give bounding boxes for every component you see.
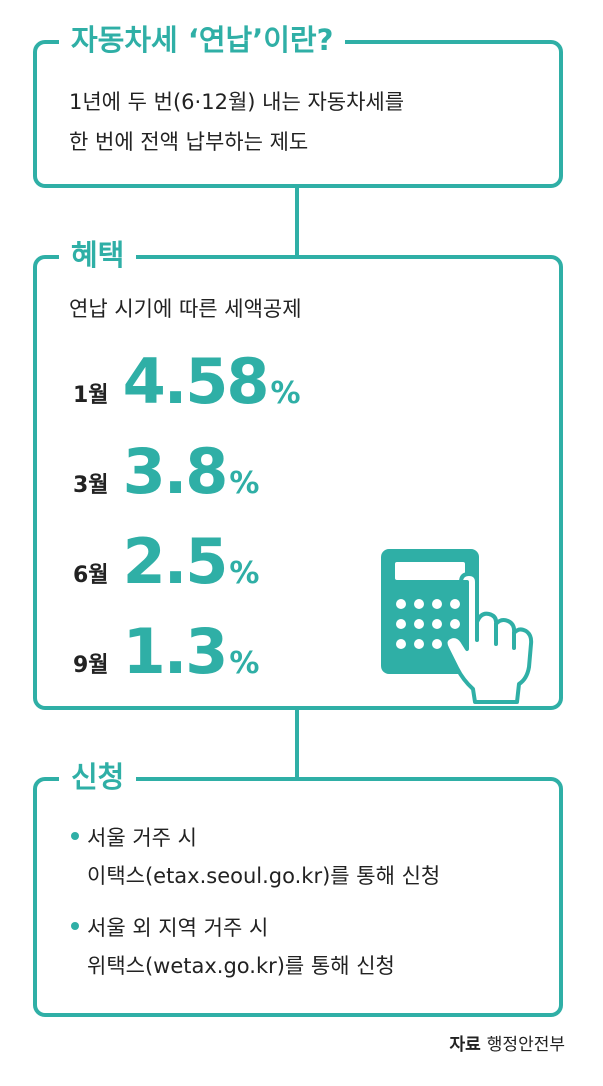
rate-month: 6월 [73,563,109,588]
definition-line-1: 1년에 두 번(6·12월) 내는 자동차세를 [69,90,405,114]
definition-text: 1년에 두 번(6·12월) 내는 자동차세를 한 번에 전액 납부하는 제도 [69,82,404,162]
rate-unit: % [229,556,260,591]
source-value: 행정안전부 [486,1035,565,1055]
apply-item-line-2: 이택스(etax.seoul.go.kr)를 통해 신청 [87,864,441,888]
rate-unit: % [229,646,260,681]
rate-row: 3월 3.8 % [73,437,259,507]
rate-value: 2.5 [122,525,229,598]
rate-row: 6월 2.5 % [73,527,259,597]
benefit-subtitle: 연납 시기에 따른 세액공제 [69,297,302,321]
apply-item-line-1: 서울 거주 시 [87,826,197,850]
benefit-box: 혜택 연납 시기에 따른 세액공제 1월 4.58 % 3월 3.8 % 6월 … [33,235,563,710]
apply-item-line-1: 서울 외 지역 거주 시 [87,916,269,940]
rate-row: 9월 1.3 % [73,617,259,687]
connector-line [295,188,299,258]
definition-title: 자동차세 ‘연납’이란? [59,20,346,60]
rate-month: 9월 [73,653,109,678]
bullet-icon [71,922,79,930]
apply-box: 신청 서울 거주 시 이택스(etax.seoul.go.kr)를 통해 신청 … [33,757,563,1017]
rate-month: 1월 [73,383,109,408]
rate-value: 1.3 [122,615,229,688]
apply-item: 서울 거주 시 이택스(etax.seoul.go.kr)를 통해 신청 [71,819,440,895]
bullet-icon [71,832,79,840]
benefit-title: 혜택 [59,235,137,275]
definition-line-2: 한 번에 전액 납부하는 제도 [69,130,309,154]
rate-value: 4.58 [122,345,270,418]
rate-month: 3월 [73,473,109,498]
apply-item: 서울 외 지역 거주 시 위택스(wetax.go.kr)를 통해 신청 [71,909,395,985]
apply-title: 신청 [59,757,137,797]
rate-value: 3.8 [122,435,229,508]
rate-row: 1월 4.58 % [73,347,301,417]
rate-unit: % [229,466,260,501]
definition-box: 자동차세 ‘연납’이란? 1년에 두 번(6·12월) 내는 자동차세를 한 번… [33,20,563,188]
connector-line [295,710,299,780]
source-label: 자료 [449,1035,481,1055]
calculator-icon [381,549,534,704]
source-credit: 자료 행정안전부 [450,1030,565,1055]
apply-item-line-2: 위택스(wetax.go.kr)를 통해 신청 [87,954,395,978]
rate-unit: % [270,376,301,411]
